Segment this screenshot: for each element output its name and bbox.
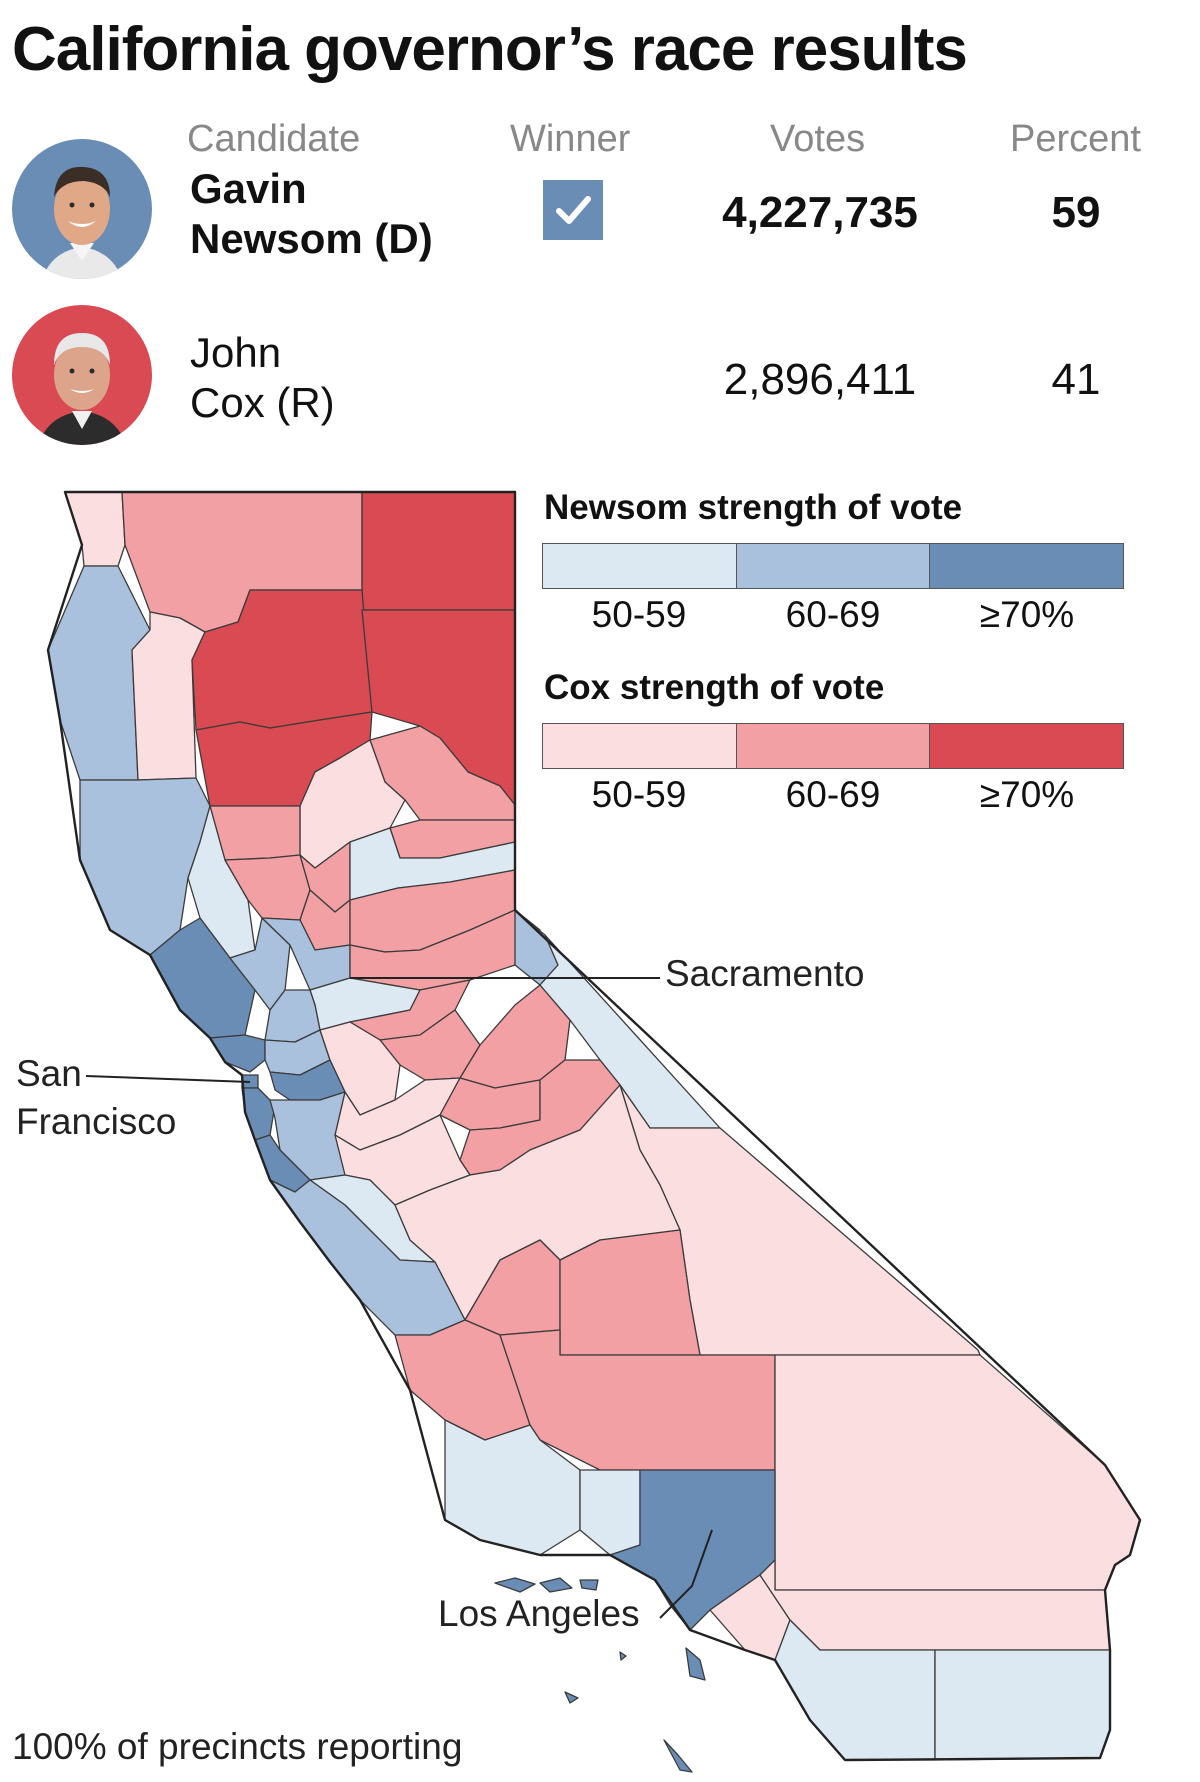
legend-newsom-title: Newsom strength of vote [544, 488, 963, 527]
column-header-candidate: Candidate [187, 118, 361, 160]
newsom-votes: 4,227,735 [722, 188, 918, 237]
legend-cox-50-59 [543, 724, 736, 768]
legend-cox-label-3: ≥70% [979, 774, 1075, 815]
legend-newsom-70-plus [929, 544, 1124, 588]
newsom-percent: 59 [1051, 188, 1101, 237]
cox-name-line2: Cox (R) [190, 379, 335, 426]
newsom-name: Gavin Newsom (D) [190, 164, 433, 264]
cox-name-line1: John [190, 329, 282, 376]
county-imperial [934, 1649, 1111, 1761]
newsom-name-line2: Newsom (D) [190, 215, 433, 262]
footer-note: 100% of precincts reporting [12, 1726, 463, 1767]
legend-newsom-scale [542, 543, 1124, 589]
legend-cox-labels: 50-59 60-69 ≥70% [542, 774, 1124, 816]
column-header-winner: Winner [510, 118, 631, 160]
cox-name: John Cox (R) [190, 328, 335, 428]
channel-islands [494, 1577, 706, 1773]
cox-percent: 41 [1051, 355, 1101, 404]
cox-avatar [12, 305, 152, 445]
winner-checkbox [543, 180, 603, 240]
legend-cox-label-2: 60-69 [785, 774, 881, 815]
county-ventura [579, 1469, 641, 1556]
legend-newsom-label-1: 50-59 [591, 594, 687, 635]
county-glenn [209, 805, 301, 861]
legend-newsom-50-59 [543, 544, 736, 588]
legend-cox-60-69 [735, 724, 930, 768]
legend-newsom-label-3: ≥70% [979, 594, 1075, 635]
legend-cox-scale [542, 723, 1124, 769]
county-marin [209, 1034, 266, 1073]
column-header-votes: Votes [770, 118, 866, 160]
city-label-san-francisco-line2: Francisco [16, 1101, 177, 1142]
city-label-san-francisco-line1: San [16, 1053, 82, 1094]
city-label-sacramento: Sacramento [665, 953, 865, 994]
county-del-norte [64, 491, 126, 567]
county-modoc [361, 491, 516, 611]
city-label-los-angeles: Los Angeles [438, 1593, 640, 1634]
state-outline [46, 490, 1142, 1762]
los-angeles-leader-line [659, 1529, 713, 1619]
legend-newsom-60-69 [735, 544, 930, 588]
legend-cox-label-1: 50-59 [591, 774, 687, 815]
california-county-map [46, 490, 1142, 1773]
san-francisco-leader-line [85, 1075, 251, 1083]
cox-votes: 2,896,411 [723, 355, 917, 404]
county-napa [229, 917, 291, 1011]
legend-cox-70-plus [929, 724, 1124, 768]
column-header-percent: Percent [1010, 118, 1141, 160]
county-los-angeles [609, 1469, 776, 1631]
newsom-name-line1: Gavin [190, 165, 307, 212]
checkmark-icon [556, 196, 591, 224]
legend-cox-title: Cox strength of vote [544, 668, 885, 707]
newsom-avatar [12, 139, 152, 279]
city-label-san-francisco: San Francisco [16, 1050, 176, 1146]
legend-newsom-labels: 50-59 60-69 ≥70% [542, 594, 1124, 636]
legend-newsom-label-2: 60-69 [785, 594, 881, 635]
page-title: California governor’s race results [12, 15, 968, 84]
county-san-bernardino [774, 1354, 1141, 1591]
